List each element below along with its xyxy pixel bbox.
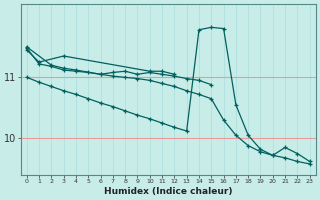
X-axis label: Humidex (Indice chaleur): Humidex (Indice chaleur) — [104, 187, 232, 196]
